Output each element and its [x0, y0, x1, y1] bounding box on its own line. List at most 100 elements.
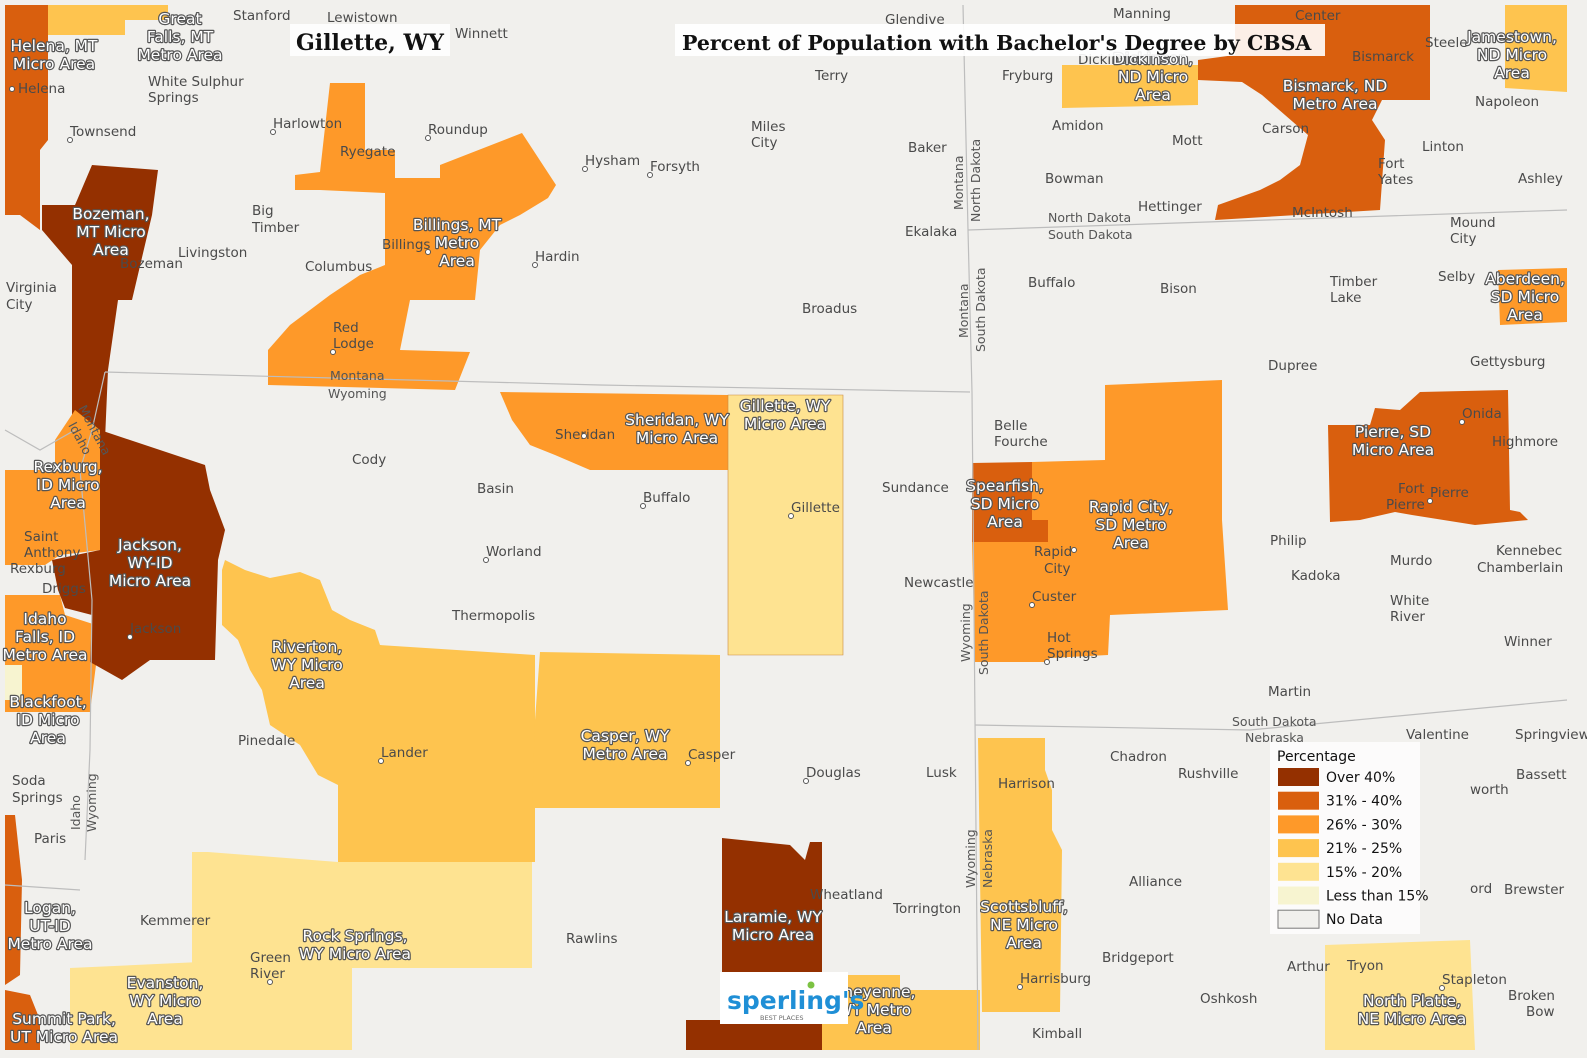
area-label-gillette: Gillette, WY Micro Area [740, 397, 831, 433]
city-label: Hot [1047, 630, 1071, 646]
city-label: Fourche [994, 434, 1048, 450]
city-label: Napoleon [1475, 94, 1539, 110]
state-label: Montana [951, 156, 966, 211]
billings-area[interactable] [268, 83, 556, 390]
area-label-evanston: Evanston, WY Micro Area [127, 974, 204, 1028]
city-label: Mott [1172, 133, 1203, 149]
city-label: Forsyth [650, 159, 700, 175]
city-label: Hardin [535, 249, 580, 265]
bozeman-area[interactable] [42, 165, 158, 440]
city-label: Lake [1330, 290, 1361, 306]
idaho-falls-area[interactable] [5, 595, 96, 712]
area-label-idaho-falls: Idaho Falls, ID Metro Area [2, 610, 87, 664]
state-boundaries [4, 4, 1568, 1051]
city-marker [127, 634, 133, 640]
rock-springs-area[interactable] [192, 852, 532, 1050]
legend-label: 26% - 30% [1326, 817, 1402, 833]
city-label: Fort [1398, 481, 1424, 497]
area-label-jackson: Jackson, WY-ID Micro Area [109, 536, 191, 590]
pierre-area[interactable] [1328, 390, 1528, 525]
city-label: Red [333, 320, 359, 336]
jackson-area[interactable] [52, 430, 225, 680]
laramie-area[interactable] [722, 838, 822, 975]
legend-swatch [1278, 886, 1319, 905]
city-label: Rawlins [566, 931, 618, 947]
riverton-area[interactable] [222, 560, 535, 862]
city-label: Torrington [892, 901, 961, 917]
city-label: City [751, 135, 777, 151]
city-label: Bison [1160, 281, 1197, 297]
map-subtitle: Percent of Population with Bachelor's De… [682, 31, 1312, 55]
gillette-area[interactable] [727, 394, 844, 656]
city-label: River [250, 966, 285, 982]
city-label: Terry [814, 68, 848, 84]
city-label: Broken [1508, 988, 1555, 1004]
area-label-bozeman: Bozeman, MT Micro Area [72, 205, 149, 259]
state-label: Nebraska [980, 829, 995, 888]
city-label: ord [1470, 881, 1492, 897]
cbsa-polygons [5, 5, 1567, 1050]
great-falls-area[interactable] [48, 5, 168, 35]
city-label: Pinedale [238, 733, 295, 749]
laramie-south-area[interactable] [686, 1020, 822, 1050]
city-label: Ashley [1518, 171, 1563, 187]
jamestown-area[interactable] [1505, 5, 1567, 92]
city-label: Bozeman [120, 256, 183, 272]
casper-area[interactable] [532, 652, 720, 808]
cheyenne-area[interactable] [822, 975, 980, 1050]
city-label: Bismarck [1352, 49, 1414, 65]
north-platte-area[interactable] [1325, 940, 1475, 1050]
scottsbluff-area[interactable] [978, 738, 1062, 1012]
city-label: Arthur [1287, 959, 1330, 975]
state-label: Wyoming [958, 603, 973, 662]
sheridan-area[interactable] [500, 392, 728, 470]
city-label: Bowman [1045, 171, 1104, 187]
city-label: Newcastle [904, 575, 974, 591]
logan-area[interactable] [5, 815, 22, 985]
city-label: Driggs [42, 581, 86, 597]
spearfish-area[interactable] [972, 462, 1048, 542]
city-label: White [1390, 593, 1429, 609]
aberdeen-area[interactable] [1498, 268, 1567, 325]
titles: Gillette, WY Percent of Population with … [290, 24, 1325, 56]
city-label: Columbus [305, 259, 372, 275]
helena-area[interactable] [5, 5, 48, 230]
city-label: Philip [1270, 533, 1307, 549]
legend: Percentage Over 40% 31% - 40% 26% - 30% 21%… [1270, 742, 1429, 934]
bismarck-area[interactable] [1198, 5, 1430, 220]
city-label: Billings [382, 237, 430, 253]
city-label: Kimball [1032, 1026, 1082, 1042]
city-label: City [1450, 231, 1476, 247]
area-label-spearfish: Spearfish, SD Micro Area [966, 477, 1044, 531]
legend-label: 15% - 20% [1326, 865, 1402, 881]
blackfoot-area[interactable] [5, 665, 22, 700]
city-label: Townsend [69, 124, 136, 140]
area-label-rexburg: Rexburg, ID Micro Area [33, 458, 102, 512]
state-label: South Dakota [1232, 714, 1317, 729]
city-marker [1459, 419, 1465, 425]
area-label-helena: Helena, MT Micro Area [10, 37, 98, 73]
city-label: Miles [751, 119, 786, 135]
city-label: Kennebec [1496, 543, 1562, 559]
city-label: Mound [1450, 215, 1496, 231]
city-label: Ekalaka [905, 224, 957, 240]
dickinson-area[interactable] [1062, 65, 1198, 108]
city-label: Cody [352, 452, 386, 468]
area-label-summit-park: Summit Park, UT Micro Area [10, 1010, 118, 1046]
legend-swatch [1278, 791, 1319, 810]
city-markers [9, 86, 1465, 991]
city-labels: Stanford Lewistown Winnett Glendive Mann… [6, 6, 1587, 1042]
city-label: Big [252, 203, 274, 219]
city-marker [685, 760, 691, 766]
rexburg-area[interactable] [5, 410, 100, 565]
city-label: worth [1470, 782, 1509, 798]
rapid-city-area[interactable] [972, 380, 1228, 662]
city-label: Carson [1262, 121, 1309, 137]
summit-park-area[interactable] [5, 990, 40, 1050]
city-label: Onida [1462, 406, 1502, 422]
evanston-area[interactable] [70, 962, 208, 1050]
logo-backdrop [720, 972, 848, 1024]
city-marker [1439, 985, 1445, 991]
